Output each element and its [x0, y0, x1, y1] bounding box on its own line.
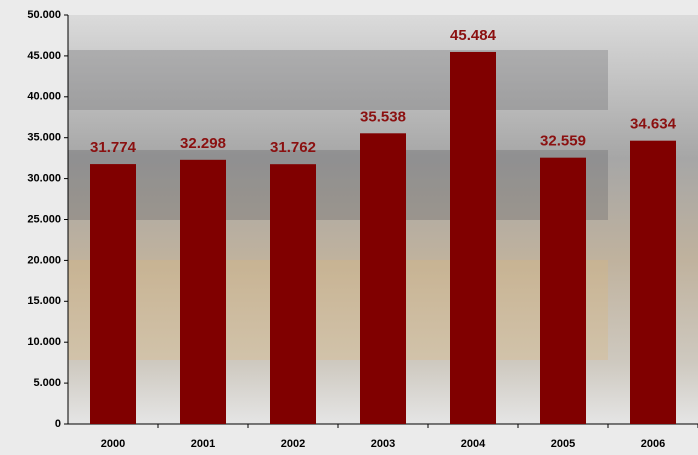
building-band: [68, 150, 608, 220]
building-band: [68, 50, 608, 110]
bar: [630, 140, 676, 424]
data-label: 31.774: [90, 139, 137, 156]
bar: [270, 164, 316, 425]
bar: [360, 133, 406, 424]
y-tick-label: 40.000: [27, 91, 61, 103]
data-label: 31.762: [270, 139, 316, 156]
x-tick-label: 2004: [461, 438, 486, 450]
bar: [90, 164, 136, 424]
x-tick-label: 2000: [101, 438, 125, 450]
y-tick-label: 15.000: [27, 295, 61, 307]
x-tick-label: 2003: [371, 438, 395, 450]
x-tick-label: 2001: [191, 438, 215, 450]
x-tick-label: 2005: [551, 438, 575, 450]
bar: [450, 51, 496, 424]
data-label: 45.484: [450, 27, 497, 44]
data-label: 32.559: [540, 133, 586, 150]
data-label: 32.298: [180, 135, 226, 152]
y-tick-label: 5.000: [33, 377, 61, 389]
y-tick-label: 10.000: [27, 336, 61, 348]
y-tick-label: 45.000: [27, 50, 61, 62]
y-tick-label: 35.000: [27, 132, 61, 144]
y-tick-label: 25.000: [27, 213, 61, 225]
x-tick-label: 2006: [641, 438, 665, 450]
x-tick-label: 2002: [281, 438, 305, 450]
y-tick-label: 0: [55, 418, 61, 430]
y-tick-label: 20.000: [27, 254, 61, 266]
y-tick-label: 50.000: [27, 9, 61, 21]
y-tick-label: 30.000: [27, 173, 61, 185]
bar: [180, 159, 226, 424]
data-label: 35.538: [360, 108, 406, 125]
bar: [540, 157, 586, 425]
data-label: 34.634: [630, 116, 677, 133]
building-band: [68, 260, 608, 360]
